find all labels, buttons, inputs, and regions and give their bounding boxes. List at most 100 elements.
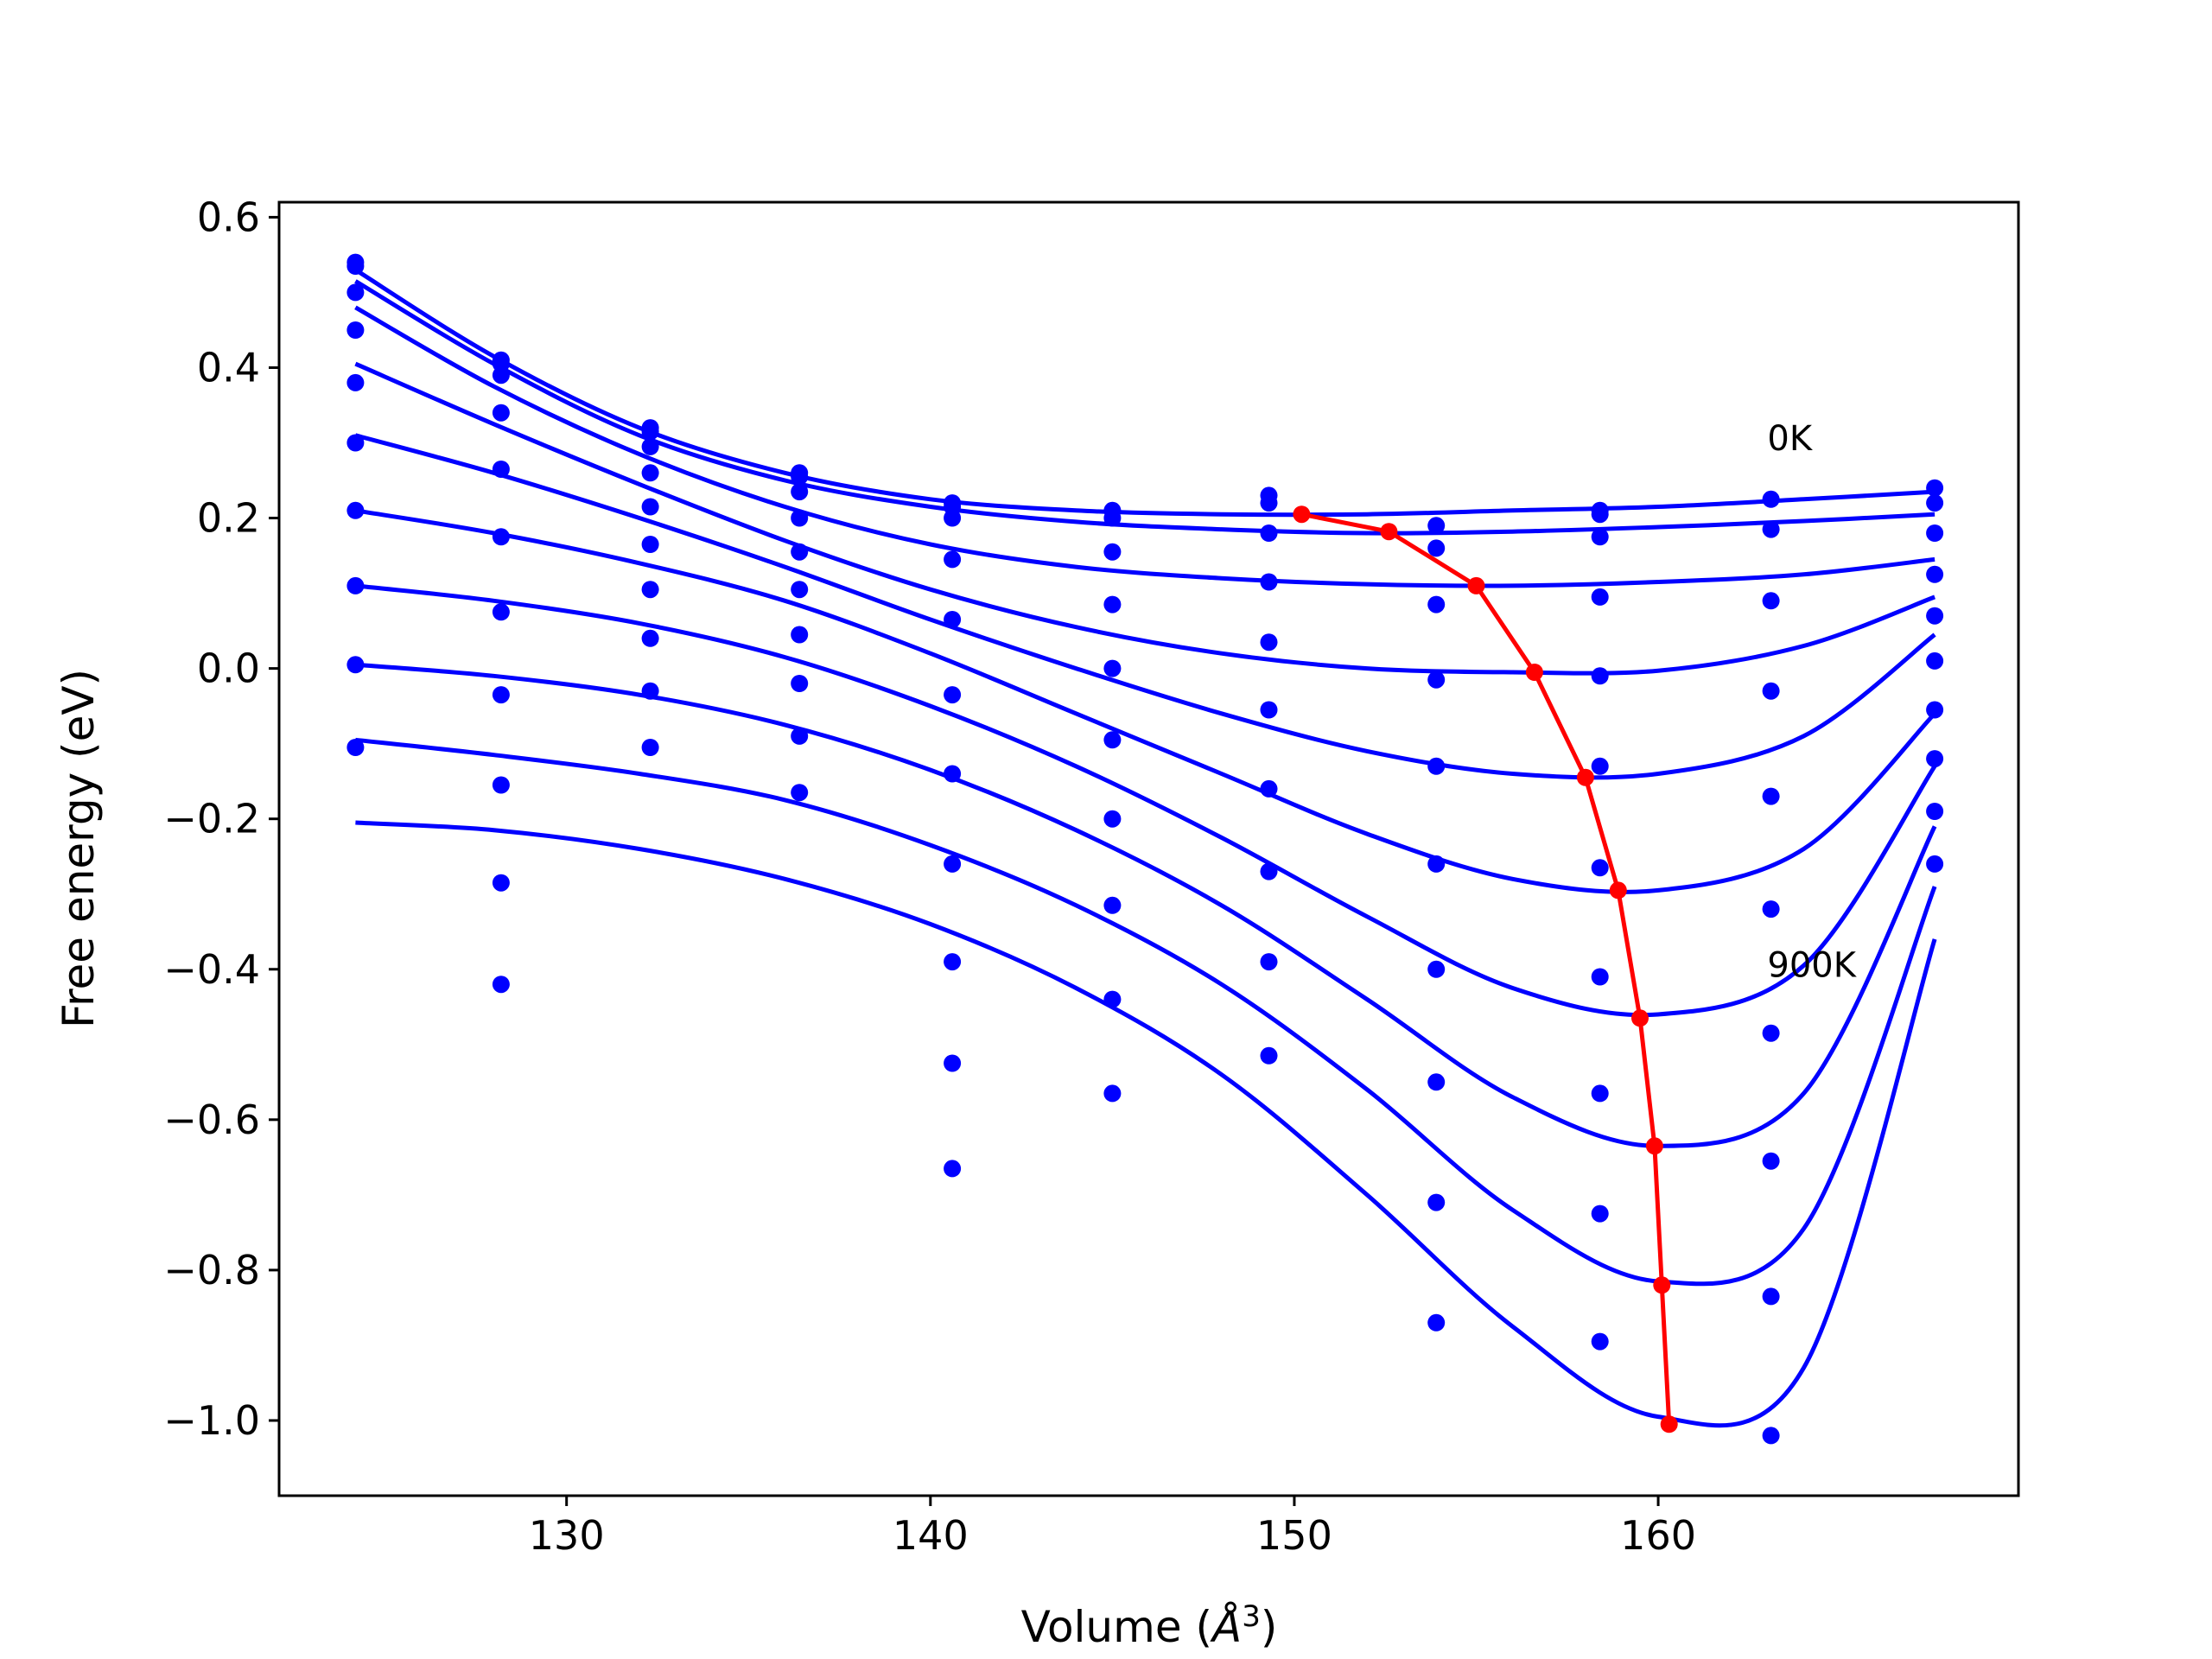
data-point — [1103, 595, 1122, 613]
x-tick-label: 160 — [1620, 1512, 1696, 1559]
fit-curve-3 — [354, 361, 1936, 676]
data-point — [1762, 490, 1780, 508]
data-point — [1762, 900, 1780, 918]
data-point — [944, 855, 962, 873]
data-point — [1926, 479, 1944, 497]
minima-line — [1300, 512, 1672, 1425]
data-point — [1591, 1205, 1609, 1223]
annotations: 0K 900K — [1767, 419, 1857, 985]
data-point — [1591, 667, 1609, 685]
data-point — [1762, 1024, 1780, 1042]
y-tick-label: −0.2 — [163, 796, 260, 842]
y-tick-label: −0.8 — [163, 1247, 260, 1294]
data-point — [641, 464, 659, 482]
y-axis-ticks: 0.6 0.4 0.2 0.0 −0.2 −0.4 −0.6 −0.8 −1.0 — [163, 194, 279, 1444]
data-point — [1762, 520, 1780, 538]
x-axis-label: Volume (Å3) — [1021, 1599, 1278, 1652]
data-point — [1260, 573, 1278, 591]
fit-curve-5 — [354, 508, 1936, 894]
x-axis-ticks: 130 140 150 160 — [529, 1496, 1696, 1559]
y-tick-label: −0.6 — [163, 1096, 260, 1143]
minimum-point — [1525, 664, 1543, 681]
data-point — [791, 467, 809, 486]
data-point — [1926, 701, 1944, 719]
minimum-point — [1645, 1137, 1663, 1155]
data-point — [1427, 517, 1446, 535]
minimum-point — [1609, 881, 1627, 899]
y-axis-label: Free energy (eV) — [54, 669, 104, 1028]
fit-curve-8 — [355, 737, 1937, 1287]
fit-curve-9 — [355, 820, 1937, 1428]
data-point — [1103, 659, 1122, 677]
data-point — [1926, 652, 1944, 670]
data-point — [1591, 757, 1609, 775]
minimum-point — [1467, 576, 1485, 594]
data-point — [1427, 1073, 1446, 1091]
x-tick-label: 130 — [529, 1512, 605, 1559]
data-point — [944, 611, 962, 628]
data-point — [346, 501, 365, 519]
data-point — [791, 675, 809, 692]
y-tick-label: −0.4 — [163, 946, 260, 993]
minimum-point — [1293, 505, 1311, 524]
data-point — [1427, 1193, 1446, 1211]
minimum-point — [1380, 523, 1398, 541]
data-point — [944, 686, 962, 704]
data-point — [641, 682, 659, 700]
data-point — [346, 373, 365, 391]
data-point — [944, 550, 962, 569]
data-point — [1103, 509, 1122, 527]
data-point — [492, 603, 510, 621]
data-point — [492, 776, 510, 794]
fit-curve-2 — [354, 305, 1936, 588]
data-point — [1926, 565, 1944, 583]
data-point — [346, 283, 365, 302]
data-point — [1926, 494, 1944, 512]
fit-curve-4 — [354, 433, 1936, 780]
data-point — [1427, 960, 1446, 978]
data-point — [944, 1054, 962, 1072]
data-point — [492, 976, 510, 994]
data-point — [1103, 810, 1122, 828]
data-point — [944, 953, 962, 971]
data-point — [641, 739, 659, 756]
data-point — [492, 461, 510, 478]
data-point — [1591, 505, 1609, 524]
data-point — [346, 739, 365, 756]
minimum-point — [1631, 1009, 1649, 1027]
data-point — [1926, 750, 1944, 768]
data-point — [944, 509, 962, 527]
data-point — [1103, 896, 1122, 914]
data-points — [346, 253, 1944, 1445]
data-point — [1427, 855, 1446, 873]
data-point — [492, 528, 510, 546]
data-point — [1427, 671, 1446, 689]
data-point — [1260, 862, 1278, 880]
data-point — [641, 629, 659, 647]
data-point — [1926, 803, 1944, 820]
data-point — [1762, 1152, 1780, 1170]
data-point — [492, 404, 510, 422]
minimum-point — [1653, 1276, 1671, 1294]
y-tick-label: 0.6 — [197, 194, 260, 240]
data-point — [791, 784, 809, 802]
data-point — [1260, 633, 1278, 652]
data-point — [641, 536, 659, 553]
data-point — [1260, 701, 1278, 719]
data-point — [1591, 1332, 1609, 1351]
curve-annotation: 900K — [1767, 945, 1857, 985]
fit-curves — [354, 268, 1937, 1428]
curve-annotation: 0K — [1767, 419, 1813, 459]
data-point — [1762, 1427, 1780, 1445]
data-point — [346, 257, 365, 275]
data-point — [791, 626, 809, 644]
data-point — [641, 437, 659, 455]
data-point — [1103, 990, 1122, 1008]
data-point — [1591, 1084, 1609, 1103]
minimum-point — [1660, 1415, 1678, 1433]
data-point — [492, 366, 510, 385]
data-point — [791, 543, 809, 561]
data-point — [1427, 1313, 1446, 1332]
data-point — [1762, 787, 1780, 805]
